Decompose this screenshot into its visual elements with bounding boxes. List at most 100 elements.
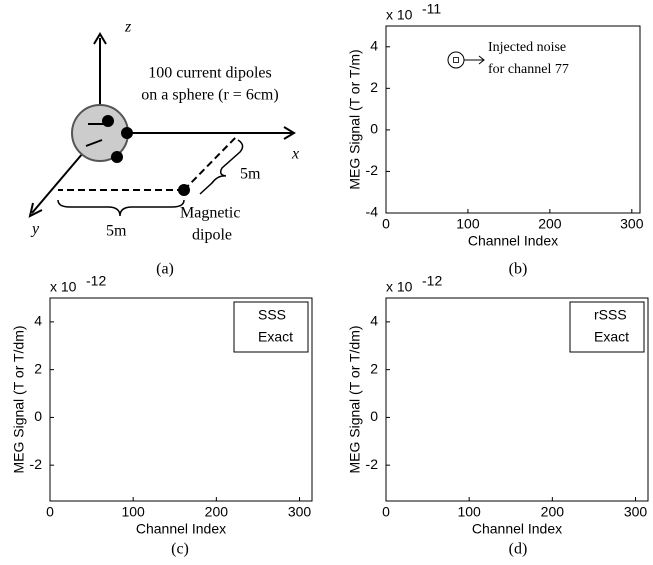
point bbox=[393, 0, 398, 5]
point bbox=[115, 0, 120, 5]
point bbox=[183, 0, 188, 5]
y-tick-label: 0 bbox=[370, 408, 378, 424]
point bbox=[346, 0, 351, 5]
point bbox=[403, 0, 408, 5]
label: Magnetic bbox=[180, 205, 240, 222]
legend-box bbox=[233, 301, 309, 353]
x-axis-label: Channel Index bbox=[468, 233, 558, 249]
legend-label: SSS bbox=[258, 307, 286, 323]
x-tick-label: 200 bbox=[205, 504, 229, 520]
point bbox=[401, 0, 406, 5]
point bbox=[393, 0, 398, 5]
point bbox=[405, 0, 410, 5]
point bbox=[405, 0, 410, 5]
point bbox=[413, 0, 418, 5]
point bbox=[396, 0, 401, 5]
legend-label: Exact bbox=[594, 329, 629, 345]
y-multiplier: x 10 bbox=[50, 279, 77, 295]
point bbox=[393, 0, 398, 5]
point bbox=[393, 0, 398, 5]
point bbox=[410, 0, 415, 5]
y-tick-label: -2 bbox=[30, 456, 43, 472]
dipole bbox=[111, 151, 123, 163]
point bbox=[94, 0, 99, 5]
point bbox=[109, 0, 114, 5]
y-tick-label: 2 bbox=[370, 360, 378, 376]
y-axis-label: MEG Signal (T or T/dm) bbox=[347, 325, 363, 473]
y-tick-label: -2 bbox=[366, 456, 379, 472]
brace bbox=[199, 139, 244, 195]
point bbox=[401, 0, 406, 5]
point bbox=[405, 0, 410, 5]
point bbox=[148, 0, 153, 5]
x-tick-label: 200 bbox=[538, 216, 562, 232]
label: 5m bbox=[240, 166, 261, 183]
point bbox=[391, 0, 396, 5]
x-tick-label: 0 bbox=[382, 216, 390, 232]
point bbox=[115, 0, 120, 5]
point bbox=[446, 0, 451, 5]
panel-label: (b) bbox=[509, 261, 528, 278]
point bbox=[113, 0, 118, 5]
y-tick-label: -4 bbox=[366, 204, 379, 220]
point bbox=[441, 0, 446, 5]
legend-marker bbox=[314, 0, 319, 5]
point bbox=[448, 0, 453, 5]
point bbox=[355, 0, 360, 5]
point bbox=[398, 0, 403, 5]
point bbox=[84, 0, 89, 5]
point bbox=[410, 0, 415, 5]
label: 5m bbox=[106, 223, 127, 240]
point bbox=[405, 0, 410, 5]
point bbox=[405, 0, 410, 5]
x-tick-label: 100 bbox=[457, 504, 481, 520]
point bbox=[119, 0, 124, 5]
point bbox=[171, 0, 176, 5]
x-tick-label: 200 bbox=[541, 504, 565, 520]
point bbox=[175, 0, 180, 5]
panel-label: (d) bbox=[509, 541, 528, 558]
point bbox=[377, 0, 382, 5]
point bbox=[444, 0, 449, 5]
x-axis-label: Channel Index bbox=[136, 521, 226, 537]
arrowhead bbox=[28, 202, 43, 218]
point bbox=[441, 0, 446, 5]
point bbox=[396, 0, 401, 5]
point bbox=[408, 0, 413, 5]
y-tick-label: 4 bbox=[370, 313, 378, 329]
label: z bbox=[124, 19, 132, 36]
point bbox=[144, 0, 149, 5]
point bbox=[152, 0, 157, 5]
y-tick-label: 2 bbox=[370, 79, 378, 95]
point bbox=[463, 0, 468, 5]
point bbox=[386, 0, 391, 5]
point bbox=[90, 0, 95, 5]
point bbox=[96, 0, 101, 5]
point bbox=[467, 0, 472, 5]
legend-label: Exact bbox=[258, 329, 293, 345]
point bbox=[125, 0, 130, 5]
point bbox=[408, 0, 413, 5]
point bbox=[448, 0, 453, 5]
point bbox=[102, 0, 107, 5]
point bbox=[119, 0, 124, 5]
label: 100 current dipoles bbox=[148, 65, 272, 82]
annotation-arrow bbox=[464, 55, 485, 65]
point bbox=[181, 0, 186, 5]
point bbox=[446, 0, 451, 5]
point bbox=[370, 0, 375, 5]
annotation-point bbox=[453, 57, 459, 63]
y-axis-label: MEG Signal (T or T/m) bbox=[347, 49, 363, 189]
point bbox=[398, 0, 403, 5]
point bbox=[100, 0, 105, 5]
point bbox=[408, 0, 413, 5]
point bbox=[111, 0, 116, 5]
dipole-arrow bbox=[85, 139, 103, 147]
point bbox=[142, 0, 147, 5]
point bbox=[121, 0, 126, 5]
annotation: Injected noise bbox=[488, 40, 566, 55]
label: y bbox=[30, 221, 40, 238]
point bbox=[367, 0, 372, 5]
legend-label: rSSS bbox=[594, 307, 627, 323]
label: dipole bbox=[192, 227, 232, 244]
